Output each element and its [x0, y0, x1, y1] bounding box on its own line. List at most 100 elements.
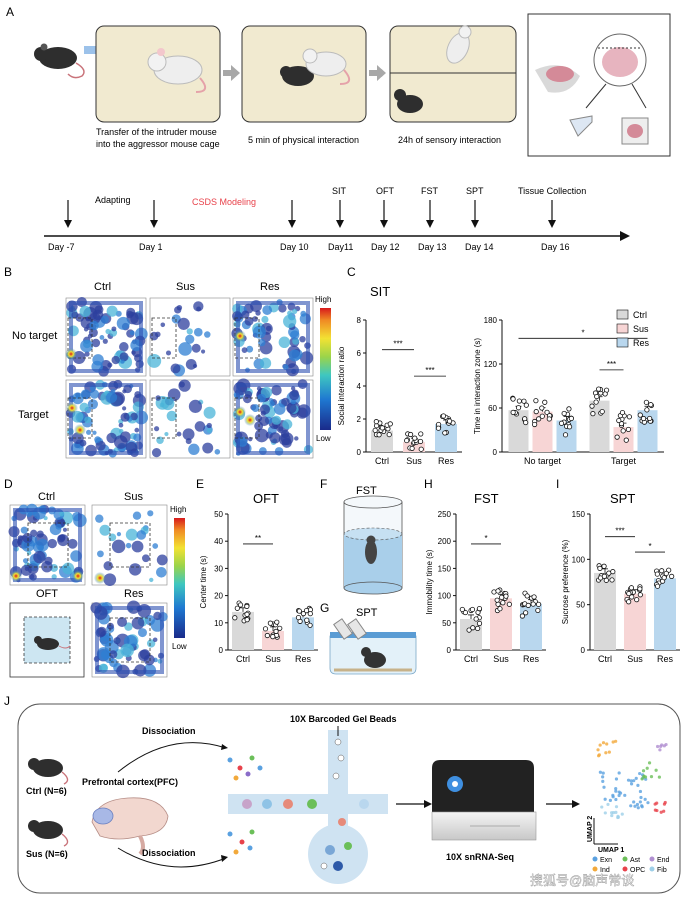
heat-spot	[131, 616, 145, 630]
umap-point	[614, 805, 619, 809]
umap-point	[614, 739, 618, 743]
data-point	[602, 391, 608, 397]
heat-spot	[55, 523, 62, 530]
heat-spot	[116, 532, 122, 537]
umap-point	[604, 751, 608, 755]
step1-line2: into the aggressor mouse cage	[96, 139, 220, 149]
data-point	[629, 594, 635, 600]
data-point	[525, 602, 531, 608]
ctrl-n-label: Ctrl (N=6)	[26, 786, 67, 796]
umap-point	[603, 797, 607, 801]
step1-line1: Transfer of the intruder mouse	[96, 127, 217, 137]
interaction-zone	[151, 317, 177, 359]
heat-spot	[254, 428, 269, 443]
legend-fib: Fib	[657, 867, 667, 874]
data-point	[404, 437, 410, 444]
heat-spot	[117, 617, 128, 627]
data-point	[628, 585, 635, 591]
data-point	[521, 398, 527, 404]
data-point	[661, 575, 667, 581]
y-tick-label: 60	[488, 404, 497, 413]
data-point	[267, 620, 273, 626]
day-label: Day -7	[48, 242, 75, 252]
heat-spot	[20, 526, 28, 534]
heat-spot	[84, 351, 90, 357]
heat-spot	[273, 403, 286, 415]
heat-spot	[67, 538, 78, 549]
heat-spot	[186, 328, 193, 335]
data-point	[610, 569, 616, 575]
y-tick-label: 0	[357, 448, 362, 457]
day-label: Day 12	[371, 242, 400, 252]
watermark: 搜狐号@脑声常谈	[530, 873, 634, 888]
umap-point	[603, 811, 607, 815]
heat-spot	[191, 343, 201, 353]
data-point	[533, 398, 539, 404]
y-tick-label: 50	[576, 601, 585, 610]
x-tick-label: Sus	[493, 654, 509, 664]
heat-spot	[95, 440, 106, 451]
heat-spot	[174, 306, 182, 314]
y-tick-label: 150	[572, 510, 586, 519]
heat-spot	[164, 431, 169, 437]
heat-spot	[278, 304, 287, 313]
heat-hotspot	[74, 424, 86, 436]
dissociation-label-top: Dissociation	[142, 726, 196, 736]
heat-spot	[182, 428, 195, 441]
heat-spot	[59, 510, 65, 517]
data-point	[244, 603, 250, 609]
data-point	[503, 593, 509, 599]
day-label: Day 16	[541, 242, 570, 252]
heat-spot	[87, 399, 98, 410]
fst-title-f: FST	[356, 485, 377, 497]
heat-spot	[177, 317, 190, 330]
umap-point	[620, 812, 624, 816]
data-point	[644, 407, 650, 413]
data-point	[601, 563, 607, 569]
heat-spot	[258, 338, 266, 347]
heat-spot	[71, 392, 84, 405]
umap-point	[662, 809, 666, 813]
heat-spot	[131, 350, 136, 355]
data-point	[506, 601, 512, 607]
data-point	[516, 398, 522, 404]
heat-spot	[99, 335, 105, 340]
x-tick-label: Sus	[406, 456, 422, 466]
umap-point	[616, 814, 620, 818]
y-axis-label: Sucrose preference (%)	[561, 539, 570, 624]
heat-spot	[86, 429, 92, 435]
significance-label: **	[255, 534, 261, 543]
heat-spot	[246, 345, 254, 353]
heat-spot	[271, 385, 282, 396]
heat-spot	[185, 358, 197, 370]
data-point	[620, 428, 626, 434]
heat-spot	[103, 561, 113, 571]
heat-spot	[288, 349, 301, 362]
heat-spot	[57, 534, 66, 543]
significance-label: ***	[615, 527, 624, 536]
data-point	[495, 588, 501, 594]
heat-spot	[30, 529, 38, 537]
umap-point	[642, 774, 646, 778]
data-point	[494, 597, 500, 603]
panel-letter-a: A	[6, 5, 14, 19]
heat-spot	[242, 394, 252, 404]
y-axis-label: Time in interaction zone (s)	[473, 338, 482, 435]
heat-spot	[269, 401, 275, 407]
panel-letter-c: C	[347, 265, 356, 279]
significance-label: *	[581, 328, 584, 337]
umap-point	[655, 808, 659, 813]
data-point	[542, 399, 548, 405]
heat-spot	[95, 514, 104, 523]
heat-track	[13, 508, 82, 582]
data-point	[497, 606, 503, 612]
mouse-icon-sus	[28, 820, 69, 847]
data-point	[637, 592, 643, 598]
significance-label: *	[484, 534, 487, 543]
heat-spot	[102, 338, 108, 344]
heatmap-col-ctrl: Ctrl	[94, 281, 111, 293]
heat-spot	[257, 393, 266, 403]
data-point	[476, 620, 483, 627]
heat-spot	[71, 311, 79, 319]
heat-spot	[241, 310, 250, 319]
